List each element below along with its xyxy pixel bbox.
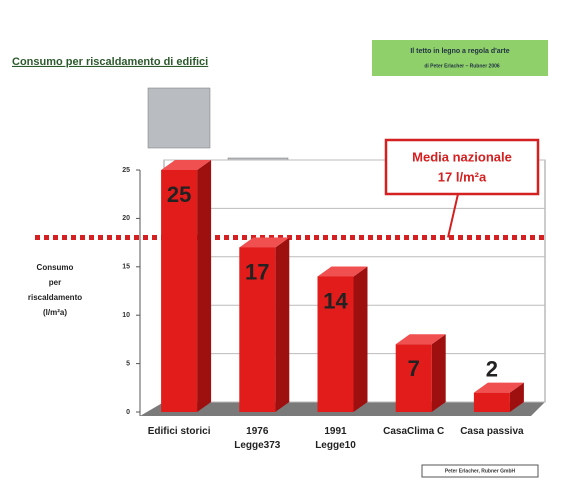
bar (474, 393, 510, 412)
y-axis-label: (l/m²a) (43, 308, 67, 317)
reference-box (386, 140, 538, 194)
y-tick-label: 5 (126, 360, 130, 367)
value-label: 17 (245, 259, 269, 284)
x-tick-label: Edifici storici (147, 425, 211, 439)
chart-title: Consumo per riscaldamento di edifici (12, 56, 208, 68)
value-label: 2 (486, 356, 498, 381)
y-axis-label: riscaldamento (28, 293, 82, 302)
bar-side (197, 160, 211, 412)
y-tick-label: 10 (122, 312, 130, 319)
reference-label: 17 l/m²a (438, 169, 487, 184)
y-axis-label: Consumo (37, 263, 74, 272)
y-tick-label: 15 (122, 264, 130, 271)
bar-side (432, 334, 446, 412)
x-tick-label: 1991 Legge10 (304, 425, 368, 453)
y-axis-label: per (49, 278, 61, 287)
y-tick-label: 0 (126, 409, 130, 416)
source: Peter Erlacher, Rubner GmbH (445, 468, 516, 474)
value-label: 14 (323, 288, 348, 313)
x-tick-label: CasaClima C (382, 425, 446, 439)
x-tick-label: Casa passiva (460, 425, 524, 439)
value-label: 7 (408, 356, 420, 381)
bar-side (275, 237, 289, 412)
note: Il tetto in legno a regola d'arte (410, 48, 509, 55)
x-tick-label: 1976 Legge373 (225, 425, 289, 453)
note: di Peter Erlacher – Rubner 2006 (424, 63, 500, 69)
y-tick-label: 20 (122, 215, 130, 222)
reference-label: Media nazionale (412, 149, 512, 164)
bar-side (354, 266, 368, 412)
chart: Consumo per riscaldamento di edifici Il … (0, 0, 565, 484)
value-label: 25 (167, 182, 191, 207)
y-tick-label: 25 (122, 167, 130, 174)
page: Consumo per riscaldamento di edifici Il … (0, 0, 565, 484)
note-box (372, 40, 548, 76)
